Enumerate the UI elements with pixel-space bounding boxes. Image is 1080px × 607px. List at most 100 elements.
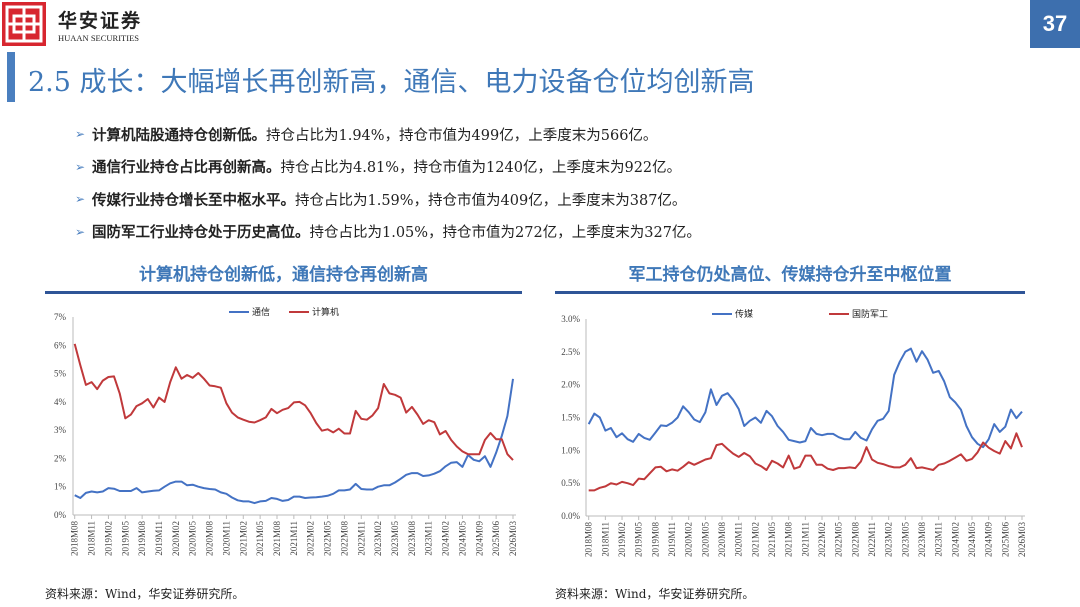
x-tick-label: 2021M02 bbox=[238, 521, 248, 556]
arrow-bullet-icon: ➢ bbox=[75, 224, 86, 239]
x-tick-label: 2020M05 bbox=[700, 522, 710, 558]
y-tick-label: 1.5% bbox=[561, 413, 580, 423]
bullet-item: ➢ 计算机陆股通持仓创新低。 持仓占比为1.94%，持仓市值为499亿，上季度末为5… bbox=[75, 118, 701, 151]
chart-title-left: 计算机持仓创新低，通信持仓再创新高 bbox=[139, 265, 428, 285]
x-tick-label: 2020M08 bbox=[717, 522, 727, 558]
x-tick-label: 2024M05 bbox=[457, 521, 467, 557]
series-line-国防军工 bbox=[588, 432, 1023, 492]
x-tick-label: 2018M11 bbox=[600, 522, 610, 557]
x-tick-label: 2025M06 bbox=[1000, 522, 1010, 558]
x-tick-label: 2019M02 bbox=[617, 522, 627, 557]
x-tick-label: 2019M05 bbox=[634, 522, 644, 558]
x-tick-label: 2021M08 bbox=[784, 522, 794, 558]
legend-label: 通信 bbox=[252, 306, 270, 318]
bullet-bold: 计算机陆股通持仓创新低。 bbox=[92, 126, 266, 144]
x-tick-label: 2019M08 bbox=[137, 521, 147, 557]
x-tick-label: 2022M05 bbox=[323, 521, 333, 557]
bullet-bold: 国防军工行业持仓处于历史高位。 bbox=[92, 224, 310, 242]
series-line-传媒 bbox=[587, 347, 1023, 449]
page-title: 2.5 成长：大幅增长再创新高，通信、电力设备仓位均创新高 bbox=[28, 67, 755, 98]
x-tick-label: 2019M05 bbox=[120, 521, 130, 557]
y-tick-label: 2.5% bbox=[561, 347, 580, 357]
x-tick-label: 2020M11 bbox=[221, 521, 231, 556]
x-tick-label: 2024M02 bbox=[441, 521, 451, 556]
bullet-text: 持仓占比为4.81%，持仓市值为1240亿，上季度末为922亿。 bbox=[280, 160, 682, 177]
title-accent-bar bbox=[7, 52, 15, 102]
x-tick-label: 2020M08 bbox=[205, 521, 215, 557]
x-tick-label: 2021M05 bbox=[255, 521, 265, 557]
x-tick-label: 2021M05 bbox=[767, 522, 777, 558]
x-tick-label: 2019M11 bbox=[154, 521, 164, 556]
x-tick-label: 2024M05 bbox=[967, 522, 977, 558]
x-tick-label: 2020M02 bbox=[171, 521, 181, 556]
brand-name-en: HUAAN SECURITIES bbox=[58, 33, 139, 43]
x-tick-label: 2023M08 bbox=[407, 521, 417, 557]
y-tick-label: 1% bbox=[54, 482, 67, 492]
y-tick-label: 0.0% bbox=[561, 511, 580, 521]
arrow-bullet-icon: ➢ bbox=[75, 192, 86, 207]
y-tick-label: 0% bbox=[54, 510, 67, 520]
x-tick-label: 2020M05 bbox=[188, 521, 198, 557]
x-tick-label: 2026M03 bbox=[508, 521, 518, 557]
x-tick-label: 2021M02 bbox=[750, 522, 760, 557]
bullet-item: ➢ 传媒行业持仓增长至中枢水平。 持仓占比为1.59%，持仓市值为409亿，上季度末… bbox=[75, 183, 701, 216]
legend-label: 传媒 bbox=[735, 308, 753, 320]
y-tick-label: 7% bbox=[54, 312, 67, 322]
x-tick-label: 2023M05 bbox=[900, 522, 910, 558]
arrow-bullet-icon: ➢ bbox=[75, 127, 86, 142]
x-tick-label: 2023M11 bbox=[424, 521, 434, 556]
x-tick-label: 2022M08 bbox=[850, 522, 860, 558]
y-tick-label: 2% bbox=[54, 453, 67, 463]
x-tick-label: 2023M02 bbox=[884, 522, 894, 557]
legend-label: 国防军工 bbox=[852, 308, 888, 320]
source-note-left: 资料来源：Wind，华安证券研究所。 bbox=[45, 587, 245, 601]
y-tick-label: 2.0% bbox=[561, 380, 580, 390]
x-tick-label: 2024M09 bbox=[984, 522, 994, 558]
x-tick-label: 2018M08 bbox=[584, 522, 594, 558]
x-tick-label: 2024M02 bbox=[950, 522, 960, 557]
x-tick-label: 2021M08 bbox=[272, 521, 282, 557]
chart-title-underline bbox=[555, 291, 1025, 294]
bullet-text: 持仓占比为1.59%，持仓市值为409亿，上季度末为387亿。 bbox=[295, 192, 687, 209]
series-line-通信 bbox=[74, 378, 514, 505]
chart-title-right: 军工持仓仍处高位、传媒持仓升至中枢位置 bbox=[628, 265, 952, 285]
x-tick-label: 2019M08 bbox=[650, 522, 660, 558]
y-tick-label: 1.0% bbox=[561, 445, 580, 455]
x-tick-label: 2021M11 bbox=[289, 521, 299, 556]
x-tick-label: 2026M03 bbox=[1017, 522, 1027, 558]
x-tick-label: 2020M02 bbox=[684, 522, 694, 557]
chart-1: 0.0% 0.5% 1.0% 1.5% 2.0% 2.5% 3.0% 2018M08 2018M… bbox=[561, 308, 1027, 557]
chart-title-underline bbox=[45, 291, 522, 294]
x-tick-label: 2020M11 bbox=[734, 522, 744, 557]
logo bbox=[2, 2, 46, 46]
page-number: 37 bbox=[1030, 0, 1080, 48]
x-tick-label: 2022M02 bbox=[306, 521, 316, 556]
x-tick-label: 2025M06 bbox=[491, 521, 501, 557]
y-tick-label: 5% bbox=[54, 369, 67, 379]
brand-name-cn: 华安证券 bbox=[58, 10, 143, 32]
bullet-list: ➢ 计算机陆股通持仓创新低。 持仓占比为1.94%，持仓市值为499亿，上季度末为5… bbox=[75, 118, 701, 248]
x-tick-label: 2018M08 bbox=[70, 521, 80, 557]
y-tick-label: 3% bbox=[54, 425, 67, 435]
bullet-text: 持仓占比为1.94%，持仓市值为499亿，上季度末为566亿。 bbox=[266, 127, 658, 144]
y-tick-label: 6% bbox=[54, 340, 67, 350]
x-tick-label: 2022M11 bbox=[356, 521, 366, 556]
source-note-right: 资料来源：Wind，华安证券研究所。 bbox=[555, 587, 755, 601]
x-tick-label: 2023M08 bbox=[917, 522, 927, 558]
x-tick-label: 2022M02 bbox=[817, 522, 827, 557]
x-tick-label: 2021M11 bbox=[800, 522, 810, 557]
arrow-bullet-icon: ➢ bbox=[75, 159, 86, 174]
y-tick-label: 4% bbox=[54, 397, 67, 407]
bullet-bold: 通信行业持仓占比再创新高。 bbox=[92, 159, 281, 177]
x-tick-label: 2022M11 bbox=[867, 522, 877, 557]
x-tick-label: 2022M08 bbox=[339, 521, 349, 557]
x-tick-label: 2023M02 bbox=[373, 521, 383, 556]
x-tick-label: 2019M02 bbox=[103, 521, 113, 556]
legend-label: 计算机 bbox=[312, 306, 339, 318]
x-tick-label: 2024M09 bbox=[474, 521, 484, 557]
x-tick-label: 2023M05 bbox=[390, 521, 400, 557]
bullet-bold: 传媒行业持仓增长至中枢水平。 bbox=[92, 191, 295, 209]
x-tick-label: 2022M05 bbox=[834, 522, 844, 558]
x-tick-label: 2018M11 bbox=[87, 521, 97, 556]
